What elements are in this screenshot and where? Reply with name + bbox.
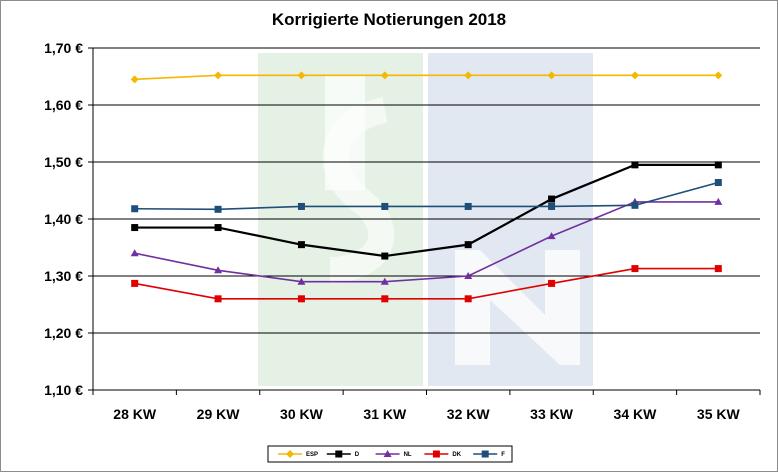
legend-label-dk: DK xyxy=(452,452,461,458)
x-tick-label: 31 KW xyxy=(363,406,407,422)
data-point-d xyxy=(548,195,556,203)
data-point-esp xyxy=(214,71,223,80)
x-tick-label: 29 KW xyxy=(197,406,241,422)
data-point-d xyxy=(631,161,639,169)
data-point-f xyxy=(297,202,305,210)
data-point-esp xyxy=(464,71,473,80)
data-point-nl xyxy=(130,249,139,257)
data-point-dk xyxy=(297,295,305,303)
data-point-f xyxy=(631,201,639,209)
legend-marker-f xyxy=(481,450,489,458)
chart-title: Korrigierte Notierungen 2018 xyxy=(271,10,507,29)
data-point-esp xyxy=(547,71,556,80)
legend-label-nl: NL xyxy=(404,452,412,458)
data-point-nl xyxy=(297,277,306,285)
legend-label-d: D xyxy=(355,452,360,458)
data-point-d xyxy=(214,224,222,232)
x-tick-label: 28 KW xyxy=(113,406,157,422)
series-line-dk xyxy=(134,267,719,300)
data-point-dk xyxy=(131,279,139,287)
data-point-f xyxy=(381,202,389,210)
data-point-f xyxy=(131,205,139,213)
y-tick-label: 1,70 € xyxy=(44,40,83,56)
series-line-nl xyxy=(134,201,719,283)
data-point-esp xyxy=(714,71,723,80)
data-point-d xyxy=(464,241,472,249)
data-point-d xyxy=(714,161,722,169)
data-point-f xyxy=(548,202,556,210)
x-tick-label: 33 KW xyxy=(530,406,574,422)
legend-marker-nl xyxy=(383,450,392,457)
data-point-esp xyxy=(297,71,306,80)
data-point-dk xyxy=(464,295,472,303)
y-tick-label: 1,20 € xyxy=(44,325,83,341)
legend-label-esp: ESP xyxy=(306,452,318,458)
data-point-f xyxy=(214,205,222,213)
data-point-dk xyxy=(214,295,222,303)
data-point-nl xyxy=(380,277,389,285)
data-point-esp xyxy=(380,71,389,80)
data-point-d xyxy=(297,241,305,249)
series-line-esp xyxy=(134,74,719,81)
data-point-dk xyxy=(548,279,556,287)
legend: ESP D NL DK F xyxy=(267,445,513,463)
y-tick-label: 1,60 € xyxy=(44,97,83,113)
data-point-dk xyxy=(714,265,722,273)
data-point-nl xyxy=(464,272,473,279)
legend-marker-esp xyxy=(286,450,294,458)
legend-marker-d xyxy=(335,450,343,458)
y-tick-label: 1,40 € xyxy=(44,211,83,227)
data-point-dk xyxy=(631,265,639,273)
legend-marker-dk xyxy=(432,450,440,458)
data-point-f xyxy=(714,179,722,187)
data-point-nl xyxy=(714,197,723,205)
x-tick-label: 35 KW xyxy=(697,406,741,422)
x-tick-label: 32 KW xyxy=(447,406,491,422)
legend-label-f: F xyxy=(501,452,505,458)
data-point-nl xyxy=(547,232,556,240)
y-tick-label: 1,10 € xyxy=(44,382,83,398)
data-point-d xyxy=(131,224,139,232)
data-point-dk xyxy=(381,295,389,303)
series-line-d xyxy=(134,163,719,258)
x-tick-label: 34 KW xyxy=(614,406,658,422)
y-tick-label: 1,50 € xyxy=(44,154,83,170)
x-tick-label: 30 KW xyxy=(280,406,324,422)
data-point-d xyxy=(381,252,389,260)
series-line-f xyxy=(134,181,719,211)
data-point-nl xyxy=(214,266,223,274)
y-tick-label: 1,30 € xyxy=(44,268,83,284)
data-point-esp xyxy=(130,75,139,84)
data-point-f xyxy=(464,202,472,210)
plot-area: 1,10 € 1,20 € 1,30 € 1,40 € 1,50 € 1,60 € 1,70… xyxy=(44,40,761,422)
data-point-esp xyxy=(630,71,639,80)
